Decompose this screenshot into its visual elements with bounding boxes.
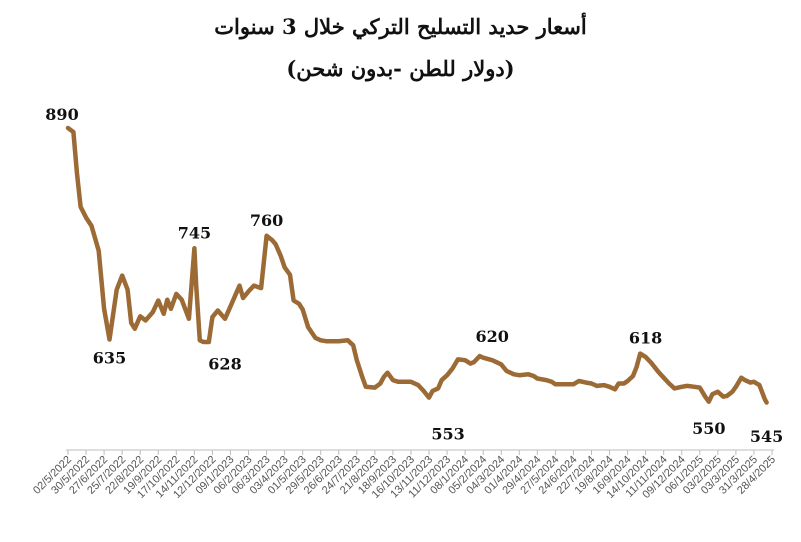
- data-label: 550: [692, 419, 725, 438]
- chart-subtitle: (دولار للطن -بدون شحن): [286, 56, 515, 81]
- price-series-line: [65, 125, 769, 405]
- data-label: 760: [250, 211, 283, 230]
- x-axis-ticks: 02/5/202230/5/202227/6/202225/7/202222/8…: [31, 450, 778, 501]
- chart-title: أسعار حديد التسليح التركي خلال 3 سنوات: [214, 14, 587, 39]
- data-label: 553: [431, 425, 464, 444]
- data-label: 618: [629, 329, 662, 348]
- data-label: 620: [475, 327, 508, 346]
- data-label: 628: [208, 354, 241, 373]
- data-label: 745: [178, 223, 211, 242]
- data-label: 890: [45, 105, 78, 124]
- data-label: 545: [750, 427, 783, 446]
- data-label: 635: [93, 349, 126, 368]
- data-labels: 890 635 745 628 760 553 620 618 550 545: [45, 105, 783, 446]
